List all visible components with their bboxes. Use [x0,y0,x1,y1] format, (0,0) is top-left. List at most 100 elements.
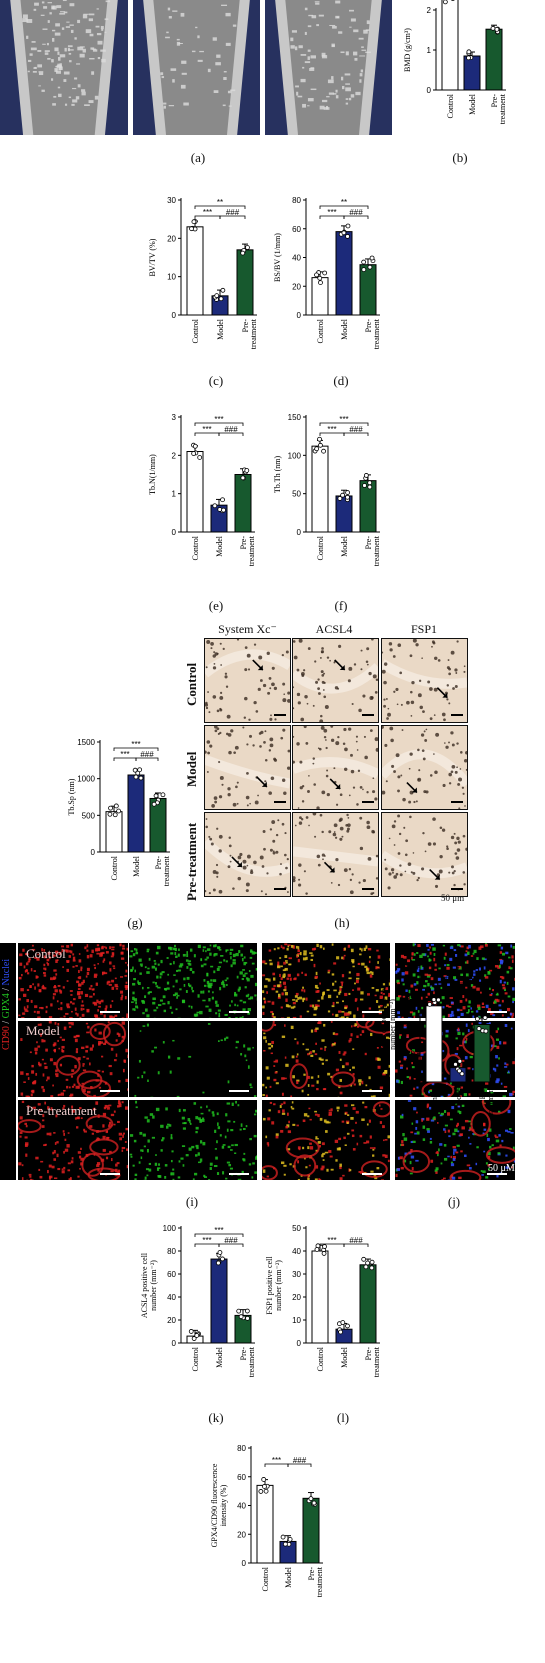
data-point [137,767,143,773]
significance-bracket [219,215,246,219]
y-axis-label: System Xc⁻ positive cellnumber (mm⁻²) [379,984,397,1065]
data-point [367,484,373,490]
y-tick-label: 0 [91,848,96,857]
y-tick-label: 60 [406,992,415,1001]
fluorescence-image [18,1021,128,1097]
scale-bar [362,1173,382,1175]
bar-chart-b: 0 1 2 BMD (g/cm³) Control Model Pre-treatment [403,0,507,124]
y-tick-label: 60 [237,1473,246,1482]
bar [127,774,145,853]
data-point [220,287,226,293]
scale-bar [100,1173,120,1175]
bar [441,0,459,91]
scale-bar [362,888,374,890]
y-tick-label: 40 [292,254,301,263]
histology-image [381,812,468,897]
x-tick-label: Control [316,1346,325,1371]
histology-image [381,725,468,810]
data-point [322,1244,327,1249]
y-axis-label: Tb.Sp (nm) [67,778,76,815]
fluorescence-image [129,943,257,1018]
data-point [314,1247,320,1252]
y-tick-label: 40 [237,1502,246,1511]
significance-bracket [343,432,369,436]
data-point [436,997,441,1003]
bar [302,1497,320,1564]
bar-chart-l: 0 10 20 30 40 50 FSP1 positive cellnumber (mm⁻… [265,1224,381,1377]
data-point [112,812,118,818]
panel-label-a: (a) [190,150,206,165]
fluorescence-image [18,1100,128,1180]
significance-bracket [433,972,483,976]
data-point [442,0,448,5]
y-tick-label: 0 [411,1078,416,1087]
scale-bar [229,1173,249,1175]
bar [256,1484,274,1564]
significance-bracket [218,432,244,436]
y-tick-label: 500 [82,811,96,820]
data-point [197,455,203,460]
y-tick-label: 100 [163,1224,177,1233]
scale-bar [362,801,374,803]
panel-label-f: (f) [334,598,348,613]
data-point [191,1336,197,1341]
data-point [456,1068,462,1074]
fluorescence-image [262,943,390,1018]
y-tick-label: 20 [292,282,301,291]
data-point [217,1250,223,1255]
bar [311,445,329,533]
y-tick-label: 10 [292,1316,301,1325]
significance-bracket [287,1463,312,1467]
y-tick-label: 80 [167,1247,176,1256]
data-point [133,774,139,780]
histology-image [204,725,291,810]
significance-label: *** [203,208,212,217]
bar [359,264,377,316]
y-axis-label: BS/BV (1/mm) [273,233,282,282]
data-point [322,270,328,276]
histology-col-system-xc: System Xc⁻ [218,622,277,636]
histology-scale-label: 50 μm [441,893,465,903]
panel-label-l: (l) [336,1410,350,1425]
x-tick-label: Model [468,93,477,115]
scale-bar [451,888,463,890]
panel-label-i: (i) [185,1194,199,1209]
x-tick-label: Control [191,1346,200,1371]
data-point [218,296,224,302]
panel-label-d: (d) [333,373,349,388]
data-point [314,272,319,278]
bar [149,797,167,853]
data-point [453,1061,458,1067]
micro-ct-pretreatment [265,0,392,135]
bar [463,55,481,91]
y-tick-label: 20 [167,234,176,243]
y-tick-label: 60 [292,225,301,234]
data-point [217,507,223,512]
x-tick-label: Model [215,1346,224,1368]
histology-image [292,638,379,723]
fluorescence-row-pretreatment: Pre-treatment [26,1103,97,1118]
y-axis-label: FSP1 positive cellnumber (mm⁻²) [265,1256,283,1315]
scale-bar [229,1090,249,1092]
data-point [466,49,472,55]
x-tick-label: Control [446,93,455,118]
y-tick-label: 1500 [77,738,95,747]
data-point [238,1314,244,1320]
panel-label-g: (g) [127,915,143,930]
significance-label: *** [339,415,348,424]
y-tick-label: 1 [427,46,432,55]
data-point [318,442,323,448]
data-point [214,293,220,299]
micro-ct-model [133,0,260,135]
bar-chart-e: 0 1 2 3 Tb.N(1/mm) Control Model Pre-treatment *… [148,413,256,566]
panel-label-c: (c) [208,373,224,388]
data-point [132,767,138,773]
x-tick-label: Control [316,535,325,560]
fluorescence-image [262,1100,390,1180]
data-point [340,492,346,498]
fluorescence-row-control: Control [26,946,66,961]
data-point [345,494,350,500]
data-point [369,1259,375,1265]
significance-label: *** [131,740,140,749]
bar [234,474,252,533]
